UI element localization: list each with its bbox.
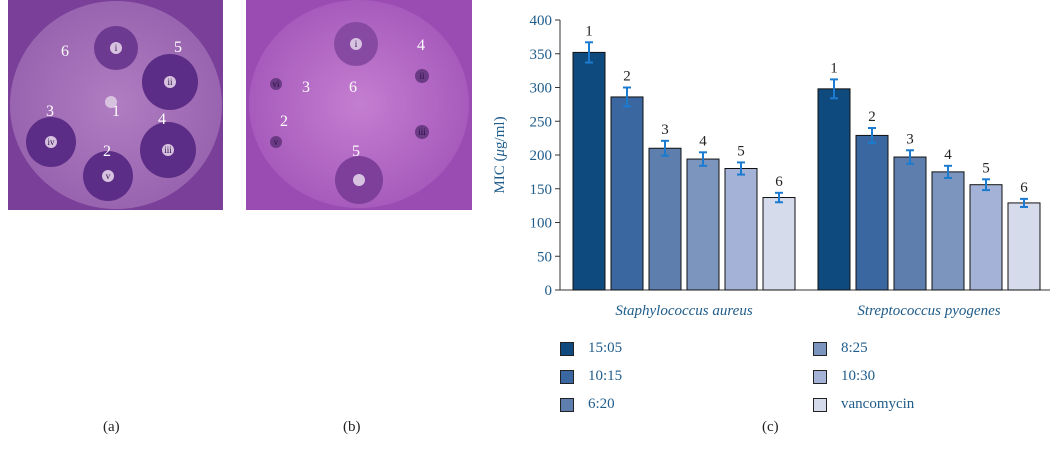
zone-number-a-4: 4 [158, 111, 166, 128]
panel-label-c: (c) [762, 419, 779, 435]
legend-item: 8:25 [813, 340, 868, 357]
bar-number-label: 6 [1020, 180, 1028, 196]
well-label-a-i: i [115, 43, 118, 53]
legend-label: 8:25 [841, 340, 868, 356]
zone-number-b-2: 2 [280, 113, 288, 130]
bar-number-label: 2 [868, 109, 876, 125]
y-tick-label: 300 [530, 81, 553, 97]
bar-number-label: 3 [661, 122, 669, 138]
mic-bar-chart: 0 50 100 150 200 250 300 350 400 1 2 3 4 5 6 1 2 3 4 5 6 St… [492, 13, 1050, 319]
zone-number-a-1: 1 [112, 103, 120, 120]
bar [686, 158, 720, 291]
legend-label: vancomycin [841, 396, 915, 412]
panel-label-b: (b) [343, 419, 361, 435]
legend-item: 10:15 [560, 368, 622, 385]
bar-number-label: 4 [944, 147, 952, 163]
legend-label: 10:30 [841, 368, 876, 384]
y-tick-label: 150 [530, 182, 553, 198]
y-tick-label: 200 [530, 148, 553, 164]
y-axis-title: MIC (μg/ml) [492, 116, 508, 193]
legend-swatch [813, 397, 827, 412]
y-tick-label: 250 [530, 114, 553, 130]
y-tick-label: 0 [545, 283, 553, 299]
bar-number-label: 3 [906, 131, 914, 147]
x-category-label: Staphylococcus aureus [615, 303, 752, 319]
plate-a-photo: 1 2 3 4 5 6 i ii iii iv v [8, 0, 223, 210]
bar [893, 156, 927, 291]
legend-item: vancomycin [813, 396, 914, 413]
bar-number-label: 5 [982, 160, 990, 176]
well-label-a-iv: iv [47, 137, 55, 147]
bars: 1 2 3 4 5 6 1 2 3 4 5 6 [572, 23, 1041, 291]
bar-number-label: 6 [775, 174, 783, 190]
well-label-b-i: i [355, 39, 358, 49]
well-label-a-v: v [106, 171, 111, 181]
x-category-label: Streptococcus pyogenes [857, 303, 1000, 319]
well-label-a-ii: ii [167, 77, 173, 87]
legend-item: 15:05 [560, 340, 622, 357]
bar [648, 147, 682, 291]
zone-number-b-5: 5 [352, 143, 360, 160]
y-tick-label: 100 [530, 216, 553, 232]
bar [762, 197, 796, 291]
bar [931, 171, 965, 291]
x-categories: Staphylococcus aureus Streptococcus pyoge… [615, 303, 1000, 319]
bar [855, 134, 889, 291]
zone-number-a-5: 5 [174, 39, 182, 56]
bar [969, 184, 1003, 291]
legend-item: 10:30 [813, 368, 875, 385]
bar [572, 51, 606, 291]
y-tick-label: 50 [537, 249, 552, 265]
y-tick-label: 350 [530, 47, 553, 63]
well-label-a-iii: iii [164, 145, 172, 155]
zone-number-b-6: 6 [349, 79, 357, 96]
legend-label: 15:05 [588, 340, 623, 356]
well-label-b-vi: vi [272, 79, 280, 89]
bar [724, 168, 758, 291]
bar-number-label: 5 [737, 143, 745, 159]
bar-number-label: 4 [699, 133, 707, 149]
bar [1007, 202, 1041, 291]
zone-number-a-6: 6 [61, 43, 69, 60]
legend-swatch [560, 341, 574, 356]
well-label-b-ii: ii [419, 71, 425, 81]
bar-number-label: 2 [623, 69, 631, 85]
bar-number-label: 1 [585, 23, 593, 39]
bar-number-label: 1 [830, 60, 838, 76]
legend-swatch [813, 369, 827, 384]
legend-item: 6:20 [560, 396, 615, 413]
y-tick-label: 400 [530, 13, 553, 29]
zone-number-a-3: 3 [46, 103, 54, 120]
zone-number-b-3: 3 [302, 79, 310, 96]
legend-label: 10:15 [588, 368, 623, 384]
well-label-b-v: v [274, 137, 279, 147]
legend-swatch [560, 369, 574, 384]
zone-number-b-4: 4 [417, 37, 425, 54]
zone-number-a-2: 2 [103, 143, 111, 160]
panel-label-a: (a) [103, 419, 120, 435]
legend-label: 6:20 [588, 396, 615, 412]
bar [610, 96, 644, 291]
well-label-b-iii: iii [418, 127, 426, 137]
plate-b-photo: 1 2 3 4 5 6 i ii iii v vi [246, 0, 472, 210]
bar [817, 88, 851, 291]
chart-legend: 15:05 10:15 6:20 8:25 10:30 vancomycin [560, 340, 960, 420]
legend-swatch [560, 397, 574, 412]
legend-swatch [813, 341, 827, 356]
